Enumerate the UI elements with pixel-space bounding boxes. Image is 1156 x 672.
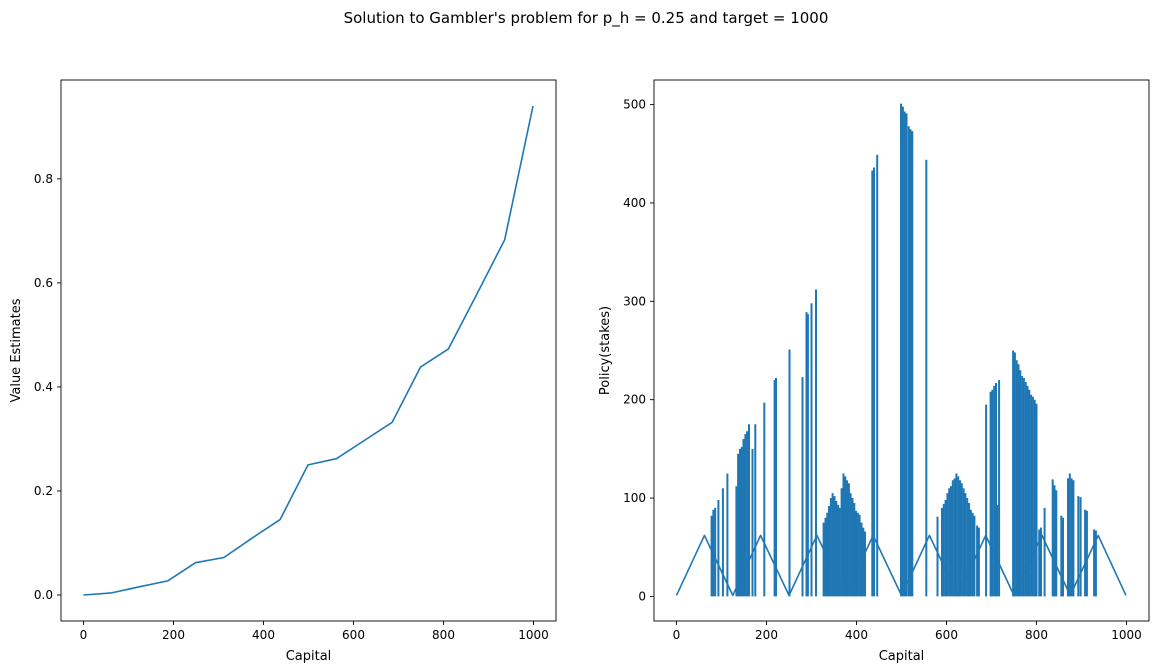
value-y-ticks: 0.0 0.2 0.4 0.6 0.8 <box>34 172 61 602</box>
value-y-tick-label: 0.0 <box>34 588 53 602</box>
value-y-tick-label: 0.6 <box>34 276 53 290</box>
value-x-tick-label: 0 <box>80 628 88 642</box>
policy-y-tick-label: 300 <box>623 294 646 308</box>
policy-y-ticks: 0 100 200 300 400 500 <box>623 98 654 603</box>
policy-x-tick-label: 200 <box>755 628 778 642</box>
policy-y-tick-label: 100 <box>623 491 646 505</box>
value-x-tick-label: 200 <box>162 628 185 642</box>
value-x-tick-label: 400 <box>252 628 275 642</box>
value-plot-area <box>83 105 534 596</box>
value-axes-border <box>60 79 557 622</box>
policy-x-tick-label: 1000 <box>1111 628 1142 642</box>
value-x-tick-label: 600 <box>342 628 365 642</box>
value-x-ticks: 0 200 400 600 800 1000 <box>80 621 549 642</box>
policy-x-tick-label: 800 <box>1025 628 1048 642</box>
policy-y-tick-label: 400 <box>623 196 646 210</box>
policy-y-tick-label: 500 <box>623 98 646 112</box>
value-y-tick-label: 0.4 <box>34 380 53 394</box>
value-x-tick-label: 1000 <box>518 628 549 642</box>
value-y-tick-label: 0.8 <box>34 172 53 186</box>
value-x-tick-label: 800 <box>432 628 455 642</box>
value-x-axis-label: Capital <box>286 649 332 664</box>
policy-plot-area <box>675 103 1127 597</box>
policy-y-axis-label: Policy(stakes) <box>598 306 613 395</box>
policy-y-tick-label: 0 <box>638 589 646 603</box>
policy-x-tick-label: 600 <box>935 628 958 642</box>
figure-suptitle: Solution to Gambler's problem for p_h = … <box>344 9 829 28</box>
policy-axes-frame <box>653 79 1150 622</box>
policy-x-ticks: 0 200 400 600 800 1000 <box>673 621 1142 642</box>
value-axes-frame <box>60 79 557 622</box>
policy-x-tick-label: 0 <box>673 628 681 642</box>
policy-axes-border <box>653 79 1150 622</box>
value-estimates-panel: 0 200 400 600 800 1000 0.0 0.2 0.4 0.6 0.8 Capita… <box>9 79 557 664</box>
policy-x-axis-label: Capital <box>879 649 925 664</box>
policy-y-tick-label: 200 <box>623 393 646 407</box>
value-y-tick-label: 0.2 <box>34 484 53 498</box>
policy-x-tick-label: 400 <box>845 628 868 642</box>
policy-panel: 0 200 400 600 800 1000 0 100 200 300 400 500 Capit… <box>598 79 1150 664</box>
value-series-line <box>83 105 534 596</box>
value-y-axis-label: Value Estimates <box>9 298 24 402</box>
